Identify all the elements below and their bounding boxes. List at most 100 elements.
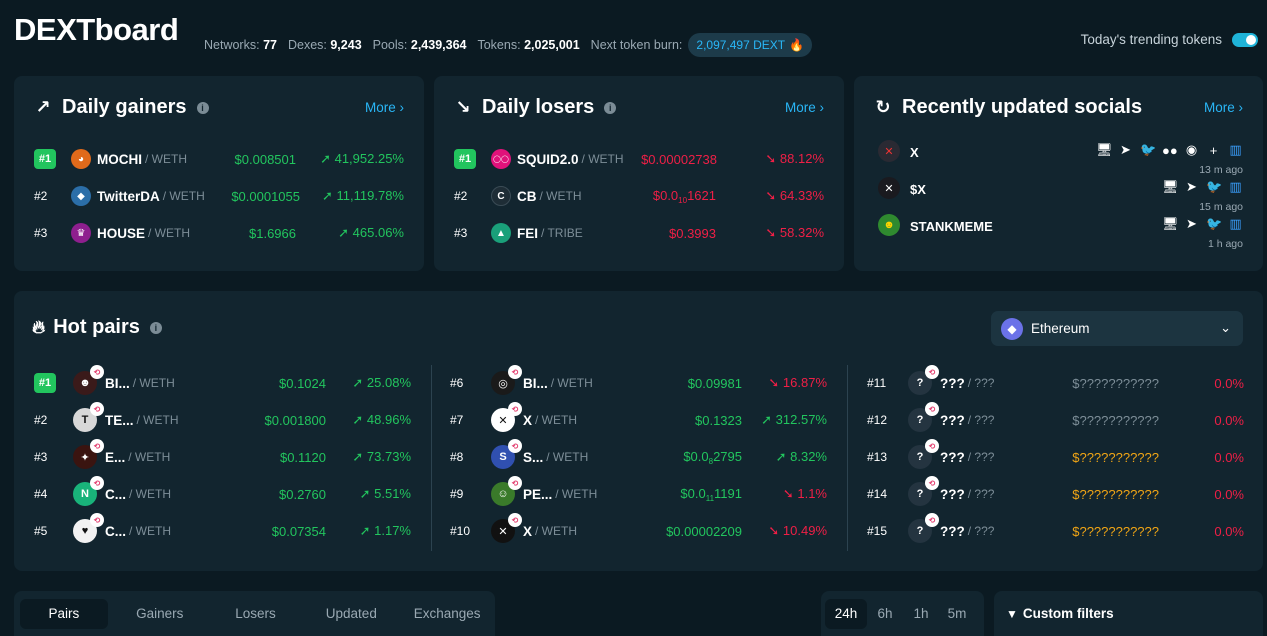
dextscore-icon[interactable]: ▥ (1229, 142, 1242, 157)
hot-pair-row[interactable]: #8 S ⟲ S... / WETH $0.082795 ➚ 8.32% (450, 439, 827, 470)
hot-pair-row[interactable]: #9 ☺ ⟲ PE... / WETH $0.0111191 ➘ 1.1% (450, 476, 827, 507)
pair-quote: / WETH (535, 524, 578, 538)
timeframe-1h[interactable]: 1h (913, 606, 929, 621)
tab-gainers[interactable]: Gainers (136, 606, 184, 621)
hot-pair-row[interactable]: #15 ? ⟲??? / ??? $??????????? 0.0% (867, 513, 1244, 544)
rank-label: #9 (450, 487, 464, 501)
hot-pair-row[interactable]: #12 ? ⟲??? / ??? $??????????? 0.0% (867, 402, 1244, 433)
pair-quote: / ??? (967, 413, 995, 427)
info-icon[interactable]: i (604, 101, 617, 114)
hot-pair-row[interactable]: #5 ♥ ⟲ C... / WETH $0.07354 ➚ 1.17% (34, 513, 411, 544)
plus-icon[interactable]: + (1209, 142, 1218, 158)
social-links: 🖥 ➤ 🐦 ●● ◉ + ▥ (1096, 142, 1243, 158)
dex-badge-icon: ⟲ (90, 402, 104, 416)
dex-badge-icon: ⟲ (925, 476, 939, 490)
pair-quote: / WETH (128, 450, 171, 464)
telegram-icon[interactable]: ➤ (1186, 216, 1197, 231)
gainer-row[interactable]: #2 ◆ TwitterDA / WETH $0.0001055 ➚ 11,11… (34, 185, 404, 207)
pair-price: $??????????? (1072, 523, 1159, 539)
telegram-icon[interactable]: ➤ (1186, 179, 1197, 194)
burn-badge[interactable]: 2,097,497 DEXT 🔥 (688, 33, 813, 57)
info-icon[interactable]: i (149, 321, 162, 334)
loser-row[interactable]: #1 ◯◯ SQUID2.0 / WETH $0.00002738 ➘ 88.1… (454, 148, 824, 170)
hot-pair-row[interactable]: #1 ☻ ⟲ BI... / WETH $0.1024 ➚ 25.08% (34, 365, 411, 396)
timeframe-6h[interactable]: 6h (877, 606, 893, 621)
custom-filters-button[interactable]: ▼ Custom filters (994, 591, 1263, 636)
hot-pair-row[interactable]: #14 ? ⟲??? / ??? $??????????? 0.0% (867, 476, 1244, 507)
dex-badge-icon: ⟲ (508, 402, 522, 416)
gainer-row[interactable]: #1 ◕ MOCHI / WETH $0.008501 ➚ 41,952.25% (34, 148, 404, 170)
pair-quote: / WETH (555, 487, 598, 501)
socials-more-link[interactable]: More › (1203, 100, 1243, 115)
dex-badge-icon: ⟲ (90, 365, 104, 379)
losers-more-link[interactable]: More › (784, 100, 824, 115)
twitter-icon[interactable]: 🐦 (1206, 216, 1223, 231)
pair-token-icon: ? ⟲ (908, 513, 939, 543)
pair-quote: / WETH (148, 226, 191, 240)
medium-icon[interactable]: ●● (1162, 142, 1178, 158)
gainers-more-link[interactable]: More › (364, 100, 404, 115)
gainers-title: ↗ Daily gainers i (32, 96, 209, 119)
hot-pair-row[interactable]: #6 ◎ ⟲ BI... / WETH $0.09981 ➘ 16.87% (450, 365, 827, 396)
gainer-row[interactable]: #3 ♛ HOUSE / WETH $1.6966 ➚ 465.06% (34, 222, 404, 244)
pair-token-icon: N ⟲ (73, 476, 104, 506)
dex-badge-icon: ⟲ (925, 402, 939, 416)
website-icon[interactable]: 🖥 (1096, 142, 1113, 157)
pair-token-icon: ☺ ⟲ (491, 476, 522, 506)
dextscore-icon[interactable]: ▥ (1229, 179, 1242, 194)
website-icon[interactable]: 🖥 (1162, 179, 1179, 194)
pair-price: $0.00002209 (666, 523, 742, 539)
timeframe-5m[interactable]: 5m (947, 606, 967, 621)
pair-price: $0.001800 (264, 412, 326, 428)
social-row[interactable]: ✕ X 🖥 ➤ 🐦 ●● ◉ + ▥ 13 m ago (878, 140, 1243, 176)
pair-change: ➚ 465.06% (338, 225, 404, 240)
hot-pair-row[interactable]: #13 ? ⟲??? / ??? $??????????? 0.0% (867, 439, 1244, 470)
website-icon[interactable]: 🖥 (1162, 216, 1179, 231)
chain-select[interactable]: ◆ Ethereum ⌄ (991, 311, 1243, 346)
social-row[interactable]: ✕ $X 🖥 ➤ 🐦 ▥ 15 m ago (878, 177, 1243, 213)
pair-price: $0.082795 (683, 448, 742, 466)
hot-pair-row[interactable]: #2 T ⟲ TE... / WETH $0.001800 ➚ 48.96% (34, 402, 411, 433)
hot-pairs-title: 🔥︎ Hot pairs i (32, 316, 162, 339)
pair-symbol: TwitterDA (97, 188, 160, 204)
pair-price: $??????????? (1072, 412, 1159, 428)
pair-price: $0.008501 (234, 151, 296, 167)
pair-quote: / WETH (581, 152, 624, 166)
hot-pair-row[interactable]: #11 ? ⟲??? / ??? $??????????? 0.0% (867, 365, 1244, 396)
pair-symbol: ??? (940, 412, 965, 428)
column-divider (431, 365, 432, 551)
github-icon[interactable]: ◉ (1185, 142, 1198, 157)
twitter-icon[interactable]: 🐦 (1206, 179, 1223, 194)
rank-label: #3 (454, 226, 468, 240)
dextscore-icon[interactable]: ▥ (1229, 216, 1242, 231)
trending-down-icon: ↘ (455, 97, 471, 117)
pair-token-icon: ✕ ⟲ (491, 402, 522, 432)
pair-change: 0.0% (1214, 486, 1244, 502)
hot-pair-row[interactable]: #10 ✕ ⟲ X / WETH $0.00002209 ➘ 10.49% (450, 513, 827, 544)
app-logo[interactable]: DEXTboard (14, 12, 179, 47)
trending-toggle[interactable] (1232, 32, 1258, 47)
pair-symbol: BI... (105, 375, 130, 391)
pair-symbol: HOUSE (97, 225, 146, 241)
pair-change: ➘ 88.12% (765, 151, 824, 166)
social-row[interactable]: ☻ STANKMEME 🖥 ➤ 🐦 ▥ 1 h ago (878, 214, 1243, 250)
hot-pair-row[interactable]: #4 N ⟲ C... / WETH $0.2760 ➚ 5.51% (34, 476, 411, 507)
pair-quote: / WETH (129, 524, 172, 538)
loser-row[interactable]: #2 C CB / WETH $0.0101621 ➘ 64.33% (454, 185, 824, 207)
telegram-icon[interactable]: ➤ (1120, 142, 1131, 157)
pair-price: $0.07354 (271, 523, 326, 539)
tab-pairs[interactable]: Pairs (20, 598, 108, 629)
pair-symbol: BI... (523, 375, 548, 391)
tab-exchanges[interactable]: Exchanges (413, 606, 481, 621)
loser-row[interactable]: #3 ▲ FEI / TRIBE $0.3993 ➘ 58.32% (454, 222, 824, 244)
info-icon[interactable]: i (196, 101, 209, 114)
timeframe-24h[interactable]: 24h (825, 598, 867, 629)
tab-updated[interactable]: Updated (325, 606, 377, 621)
squid-token-icon: ◯◯ (491, 149, 511, 169)
hot-pair-row[interactable]: #3 ✦ ⟲ E... / WETH $0.1120 ➚ 73.73% (34, 439, 411, 470)
hot-pair-row[interactable]: #7 ✕ ⟲ X / WETH $0.1323 ➚ 312.57% (450, 402, 827, 433)
pair-token-icon: ? ⟲ (908, 365, 939, 395)
twitter-icon[interactable]: 🐦 (1140, 142, 1157, 157)
tab-losers[interactable]: Losers (235, 606, 276, 621)
pair-quote: / ??? (967, 376, 995, 390)
